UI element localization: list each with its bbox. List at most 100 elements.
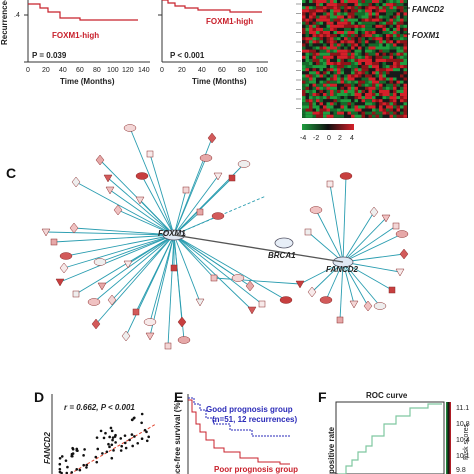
heatmap-cell — [393, 18, 397, 22]
heatmap-cell — [403, 102, 407, 106]
scatter-point — [78, 468, 82, 472]
panel-f-side-tick: 10.4 — [456, 437, 470, 444]
heatmap-cell — [316, 80, 320, 84]
heatmap-cell — [386, 43, 390, 47]
network-edge — [65, 234, 175, 257]
heatmap-cell — [361, 18, 365, 22]
heatmap-cell — [333, 12, 337, 16]
heatmap-cell — [351, 77, 355, 81]
heatmap-cell — [344, 93, 348, 97]
heatmap-cell — [403, 31, 407, 35]
heatmap-cell — [361, 111, 365, 115]
heatmap-cell — [330, 68, 334, 72]
heatmap-cell — [316, 105, 320, 109]
heatmap-cell — [354, 49, 358, 53]
panel-d-ylabel: FANCD2 — [43, 431, 52, 464]
heatmap-cell — [358, 105, 362, 109]
heatmap-cell — [309, 114, 313, 118]
heatmap-cell — [403, 93, 407, 97]
heatmap-cell — [330, 102, 334, 106]
heatmap-cell — [368, 43, 372, 47]
heatmap-cell — [379, 6, 383, 10]
heatmap-cell — [365, 96, 369, 100]
heatmap-cell — [302, 34, 306, 38]
heatmap-cell — [403, 86, 407, 90]
heatmap-cell — [302, 77, 306, 81]
network-node — [210, 274, 218, 282]
heatmap-cell — [344, 6, 348, 10]
network-node — [41, 228, 51, 237]
heatmap-cell — [333, 46, 337, 50]
heatmap-cell — [393, 111, 397, 115]
heatmap-cell — [344, 102, 348, 106]
heatmap-cell — [333, 58, 337, 62]
heatmap-cell — [354, 27, 358, 31]
heatmap-cell — [309, 58, 313, 62]
heatmap-cell — [375, 93, 379, 97]
heatmap-cell — [382, 83, 386, 87]
heatmap-cell — [393, 80, 397, 84]
heatmap-cell — [389, 46, 393, 50]
heatmap-cell — [389, 37, 393, 41]
heatmap-cell — [319, 108, 323, 112]
scatter-point — [119, 449, 123, 452]
heatmap-cell — [368, 37, 372, 41]
heatmap-cell — [379, 52, 383, 56]
heatmap-cell — [344, 40, 348, 44]
scatter-point — [120, 444, 123, 448]
heatmap-cell — [344, 27, 348, 31]
heatmap-cell — [351, 40, 355, 44]
heatmap-cell — [382, 77, 386, 81]
heatmap-cell — [368, 68, 372, 72]
heatmap-cell — [305, 80, 309, 84]
heatmap-cell — [351, 18, 355, 22]
heatmap-cell — [354, 40, 358, 44]
network-node — [143, 318, 157, 326]
heatmap-cell — [305, 43, 309, 47]
heatmap-cell — [403, 49, 407, 53]
heatmap-cell — [375, 58, 379, 62]
heatmap-cell — [309, 24, 313, 28]
heatmap-cell — [365, 52, 369, 56]
heatmap-cell — [330, 62, 334, 66]
scatter-point — [147, 435, 150, 439]
heatmap-cell — [337, 108, 341, 112]
heatmap-cell — [354, 71, 358, 75]
heatmap-cell — [302, 46, 306, 50]
scatter-point — [123, 441, 127, 445]
heatmap-cell — [319, 105, 323, 109]
heatmap-cell — [361, 93, 365, 97]
heatmap-cell — [337, 74, 341, 78]
scatter-point — [112, 449, 115, 452]
heatmap-cell — [393, 62, 397, 66]
heatmap-cell — [333, 99, 337, 103]
scatter-point — [123, 434, 127, 437]
heatmap-cell — [393, 40, 397, 44]
heatmap-cell — [312, 99, 316, 103]
heatmap-cell — [351, 102, 355, 106]
heatmap-cell — [382, 3, 386, 7]
heatmap-cell — [323, 114, 327, 118]
heatmap-cell — [354, 105, 358, 109]
panel-a-km-curve — [28, 3, 138, 21]
scatter-point — [75, 468, 79, 471]
heatmap-cell — [386, 99, 390, 103]
heatmap-cell — [302, 43, 306, 47]
heatmap-cell — [316, 114, 320, 118]
network-edge — [173, 234, 253, 311]
network-node — [145, 332, 155, 341]
heatmap-cell — [337, 105, 341, 109]
network-node — [146, 150, 154, 158]
scatter-point — [58, 467, 62, 471]
network-node — [132, 308, 140, 316]
heatmap-cell — [323, 105, 327, 109]
heatmap-cell — [326, 6, 330, 10]
heatmap-cell — [340, 105, 344, 109]
heatmap-cell — [386, 65, 390, 69]
heatmap-cell — [323, 27, 327, 31]
heatmap-cell — [382, 58, 386, 62]
heatmap-cell — [351, 43, 355, 47]
heatmap-cell — [319, 102, 323, 106]
heatmap-cell — [305, 96, 309, 100]
heatmap-cell — [389, 21, 393, 25]
